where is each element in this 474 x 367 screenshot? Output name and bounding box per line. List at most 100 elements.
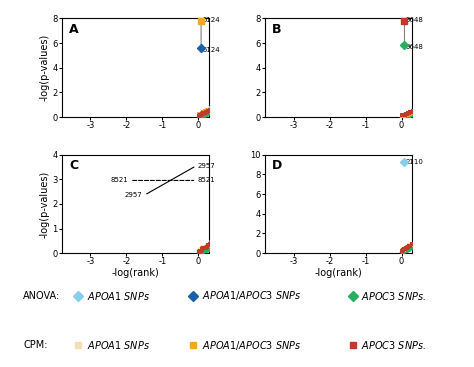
Point: [407, 244, 414, 250]
Text: $APOA1$ SNPs: $APOA1$ SNPs: [87, 290, 149, 302]
Point: [428, 232, 436, 238]
Point: [201, 247, 209, 252]
Point: [202, 244, 210, 250]
Point: [211, 239, 219, 245]
Point: [435, 228, 442, 234]
Point: [413, 239, 420, 245]
Point: [217, 237, 224, 243]
Point: [408, 243, 416, 249]
Y-axis label: -log(p-values): -log(p-values): [39, 170, 49, 237]
Point: [198, 110, 205, 116]
Point: [217, 102, 224, 108]
Point: [413, 238, 420, 244]
Point: [400, 247, 408, 253]
Point: [400, 247, 408, 252]
Point: [220, 232, 228, 238]
Point: [400, 246, 407, 252]
Text: 2110: 2110: [405, 159, 423, 166]
Point: [208, 107, 215, 113]
Point: [202, 109, 210, 115]
Point: [242, 90, 249, 96]
Point: [403, 244, 410, 250]
Point: [197, 113, 204, 119]
Point: [199, 110, 206, 116]
Text: 2957: 2957: [125, 192, 143, 198]
Point: [200, 110, 207, 116]
Point: [220, 100, 228, 106]
Point: [428, 232, 436, 238]
Point: [214, 106, 221, 112]
Point: [402, 113, 410, 119]
Point: [217, 105, 224, 110]
Point: [424, 104, 431, 110]
Point: [401, 246, 409, 252]
Point: [424, 234, 431, 240]
Point: [199, 112, 206, 117]
Point: [204, 242, 212, 248]
Point: [410, 241, 417, 247]
Point: [435, 99, 442, 105]
Point: [411, 239, 419, 245]
Point: [197, 113, 204, 119]
Point: [399, 249, 406, 255]
Point: [404, 246, 412, 252]
Point: [401, 246, 409, 251]
Point: [217, 234, 224, 240]
Point: [203, 247, 211, 253]
Point: [413, 240, 420, 246]
Point: [201, 248, 209, 254]
Point: [413, 241, 420, 247]
Point: [446, 96, 453, 102]
Point: [231, 98, 239, 103]
Point: [225, 101, 232, 107]
Text: 5124: 5124: [202, 17, 220, 23]
Point: [196, 112, 203, 118]
Point: [420, 105, 428, 111]
Point: [411, 109, 419, 115]
Point: [413, 110, 420, 116]
Point: [400, 248, 407, 254]
Point: [220, 235, 228, 241]
Point: [242, 95, 249, 101]
Point: [195, 248, 203, 254]
Point: [197, 248, 204, 254]
Point: [401, 112, 409, 117]
Point: [399, 248, 406, 254]
Point: [225, 102, 232, 108]
Point: [197, 249, 204, 255]
Point: [407, 244, 414, 250]
Point: [420, 104, 428, 110]
Point: [415, 109, 422, 115]
Point: [420, 236, 428, 242]
Point: [400, 248, 408, 254]
Point: [197, 111, 204, 117]
Point: [204, 109, 212, 115]
Point: [418, 106, 425, 112]
Point: [225, 229, 232, 235]
Point: [214, 243, 221, 248]
Point: [210, 240, 217, 246]
Point: [198, 111, 205, 117]
Point: [195, 248, 203, 254]
Point: [399, 248, 406, 254]
Point: [196, 112, 203, 118]
Point: [410, 110, 417, 116]
Point: [200, 246, 207, 251]
Point: [402, 113, 410, 119]
Point: [403, 113, 410, 119]
Point: [404, 110, 412, 116]
Point: [202, 111, 210, 117]
Point: [203, 109, 211, 115]
Point: [204, 107, 212, 113]
Point: [197, 111, 204, 117]
Point: [195, 112, 203, 118]
Point: [204, 109, 212, 115]
Point: [399, 114, 406, 120]
Point: [210, 108, 217, 113]
Point: [204, 244, 212, 250]
Point: [403, 246, 410, 251]
Point: [208, 241, 215, 247]
Point: [196, 248, 203, 254]
Point: [402, 245, 410, 251]
Point: [208, 241, 215, 247]
